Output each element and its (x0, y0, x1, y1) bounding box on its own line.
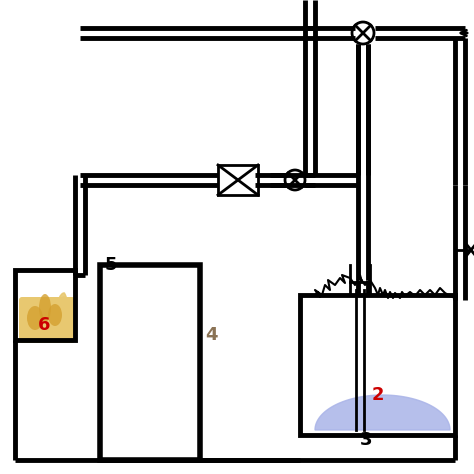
Ellipse shape (39, 294, 51, 322)
Text: 2: 2 (372, 386, 384, 404)
Text: 6: 6 (38, 316, 51, 334)
Polygon shape (315, 395, 450, 430)
Bar (218, 165, 258, 195)
Bar (15, 270, 75, 340)
Ellipse shape (27, 306, 43, 330)
Bar (100, 265, 200, 460)
Ellipse shape (48, 304, 62, 326)
FancyBboxPatch shape (19, 297, 75, 343)
Polygon shape (23, 293, 67, 338)
Text: 5: 5 (105, 256, 118, 274)
Text: 3: 3 (360, 431, 373, 449)
Text: 4: 4 (205, 326, 218, 344)
Bar (300, 295, 455, 435)
